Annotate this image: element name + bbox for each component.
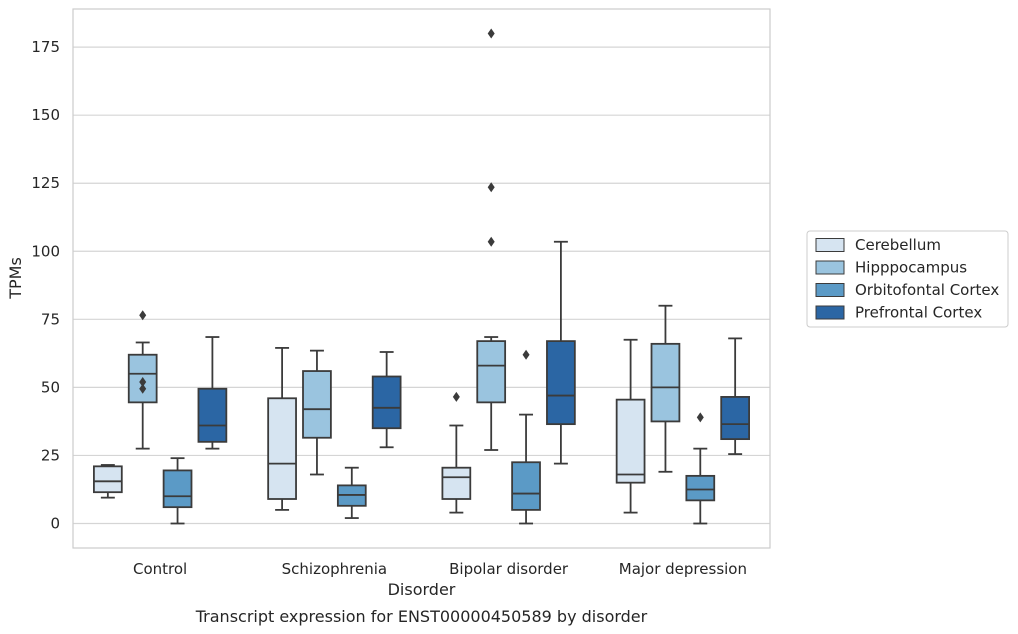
y-axis-label: TPMs	[6, 257, 25, 300]
box-group	[336, 466, 367, 519]
box-group	[685, 412, 716, 525]
box-iqr	[615, 398, 646, 484]
box-iqr	[371, 375, 402, 430]
outlier-point	[487, 28, 495, 39]
legend-frame	[806, 230, 1009, 328]
y-tick-label: 75	[41, 310, 60, 328]
outlier-point	[696, 412, 704, 423]
box-group	[267, 347, 297, 511]
outlier-point	[452, 391, 460, 402]
outlier-point	[139, 383, 147, 394]
outlier-point	[139, 376, 147, 387]
legend-label: Orbitofontal Cortex	[855, 281, 999, 299]
box-iqr	[720, 396, 750, 441]
box-group	[476, 28, 507, 451]
y-tick-label: 100	[31, 242, 60, 260]
legend-label: Cerebellum	[855, 236, 941, 254]
box-group	[546, 240, 576, 465]
gridlines	[73, 46, 770, 525]
box-group	[93, 464, 123, 499]
boxes	[93, 28, 750, 525]
box-group	[197, 336, 228, 450]
y-tick-label: 150	[31, 106, 60, 124]
x-axis-ticks: Control Schizophrenia Bipolar disorder Majo…	[133, 560, 747, 578]
box-iqr	[162, 469, 193, 509]
box-iqr	[476, 340, 507, 404]
y-tick-label: 25	[41, 446, 60, 464]
legend-swatch	[815, 260, 845, 275]
box-group	[441, 391, 472, 514]
legend-swatch	[815, 305, 845, 320]
x-axis-label: Disorder	[388, 580, 456, 599]
box-iqr	[511, 461, 541, 511]
x-tick-label: Major depression	[619, 560, 747, 578]
chart-caption: Transcript expression for ENST0000045058…	[195, 607, 648, 626]
outlier-point	[139, 310, 147, 321]
outlier-point	[522, 349, 530, 360]
y-axis-ticks: 0 25 50 75 100 125 150 175	[31, 38, 60, 532]
legend-label: Prefrontal Cortex	[855, 304, 982, 322]
x-tick-label: Control	[133, 560, 187, 578]
box-iqr	[93, 465, 123, 494]
outlier-point	[487, 236, 495, 247]
box-group	[720, 337, 750, 455]
box-group	[127, 310, 158, 450]
box-iqr	[302, 370, 332, 439]
legend: Cerebellum Hipppocampus Orbitofontal Corte…	[806, 230, 1009, 328]
box-iqr	[650, 342, 681, 423]
plot-area-frame	[72, 8, 771, 549]
box-group	[302, 349, 332, 476]
y-tick-label: 0	[50, 515, 60, 533]
outlier-point	[487, 182, 495, 193]
box-iqr	[546, 340, 576, 426]
box-iqr	[441, 466, 472, 500]
box-group	[650, 304, 681, 473]
legend-swatch	[815, 283, 845, 297]
box-group	[162, 457, 193, 525]
box-group	[511, 349, 541, 525]
y-tick-label: 50	[41, 378, 60, 396]
box-iqr	[685, 474, 716, 502]
x-tick-label: Schizophrenia	[282, 560, 387, 578]
y-tick-label: 125	[31, 174, 60, 192]
legend-swatch	[815, 238, 845, 252]
box-group	[615, 338, 646, 514]
y-tick-label: 175	[31, 38, 60, 56]
box-group	[371, 351, 402, 449]
legend-label: Hipppocampus	[855, 259, 967, 277]
box-iqr	[267, 397, 297, 500]
box-iqr	[197, 387, 228, 443]
x-tick-label: Bipolar disorder	[449, 560, 569, 578]
